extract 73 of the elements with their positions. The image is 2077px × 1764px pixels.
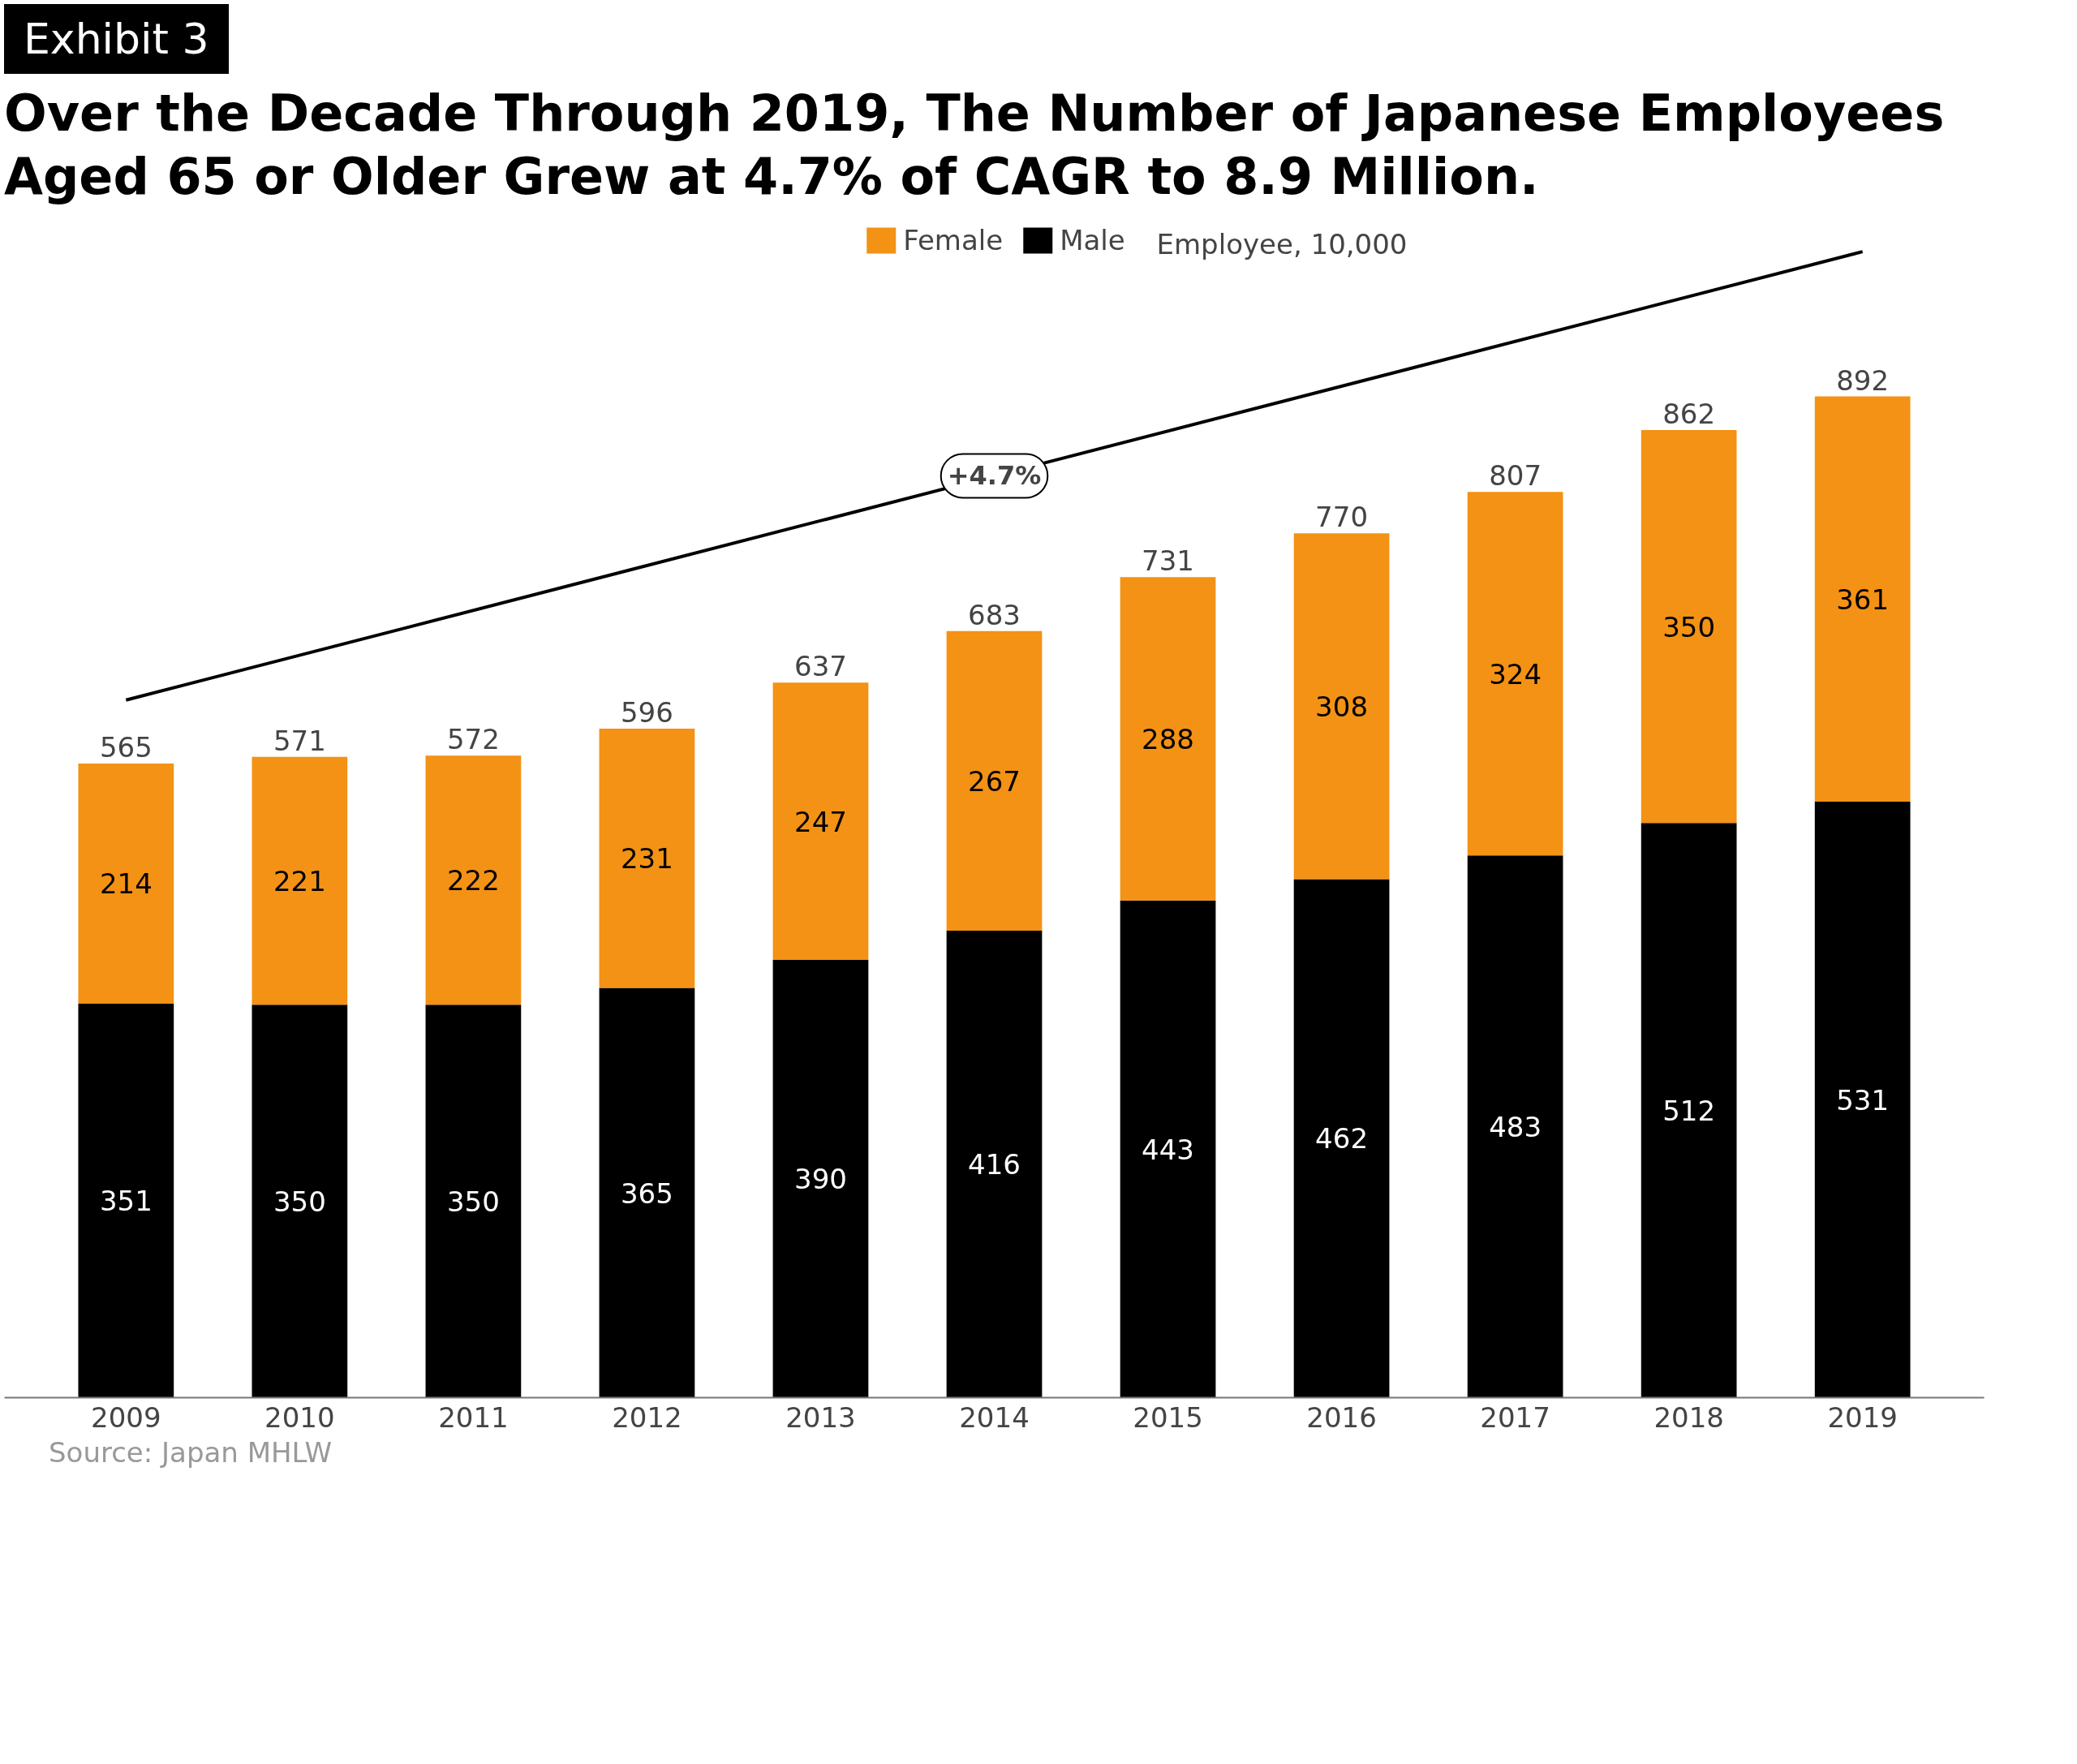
data-label: 324 [1489, 658, 1542, 691]
data-label: 350 [446, 1185, 500, 1219]
total-label: 683 [968, 598, 1021, 631]
bar [946, 931, 1043, 1398]
total-label: 596 [620, 696, 673, 729]
bar [425, 1005, 522, 1398]
source-note: Source: Japan MHLW [49, 1435, 333, 1471]
data-label: 222 [446, 864, 500, 897]
x-tick-label: 2012 [612, 1400, 682, 1434]
total-label: 892 [1836, 364, 1890, 397]
x-tick-label: 2018 [1653, 1400, 1724, 1434]
bar [78, 1004, 174, 1398]
bar [772, 960, 869, 1398]
bar [599, 729, 695, 988]
data-label: 483 [1489, 1111, 1542, 1144]
data-label: 512 [1662, 1095, 1716, 1128]
data-label: 214 [99, 867, 153, 901]
data-label: 267 [968, 765, 1021, 798]
bar [1293, 879, 1390, 1398]
bar [1120, 900, 1216, 1398]
x-tick-label: 2015 [1133, 1400, 1203, 1434]
data-label: 221 [273, 865, 326, 898]
data-label: 390 [794, 1163, 847, 1196]
bar [946, 630, 1043, 931]
bar [772, 682, 869, 961]
bar [1814, 802, 1911, 1398]
total-label: 571 [273, 724, 326, 757]
legend-label: Male [1060, 224, 1125, 257]
bar [599, 987, 695, 1398]
data-label: 351 [99, 1185, 153, 1218]
text: Exhibit 3 [24, 14, 209, 65]
data-label: 462 [1315, 1122, 1369, 1155]
total-label: 770 [1315, 501, 1369, 534]
bar [1814, 396, 1911, 802]
bar [1641, 823, 1737, 1398]
total-label: 572 [446, 723, 500, 756]
data-label: 443 [1142, 1133, 1194, 1166]
bar [1293, 533, 1390, 880]
total-label: 862 [1662, 398, 1716, 431]
bar [1467, 492, 1563, 856]
bar [1120, 577, 1216, 901]
total-label: 807 [1489, 459, 1542, 493]
total-label: 565 [99, 731, 153, 764]
data-label: 365 [620, 1177, 673, 1210]
data-label: 350 [273, 1185, 326, 1219]
bar [1641, 430, 1737, 824]
data-label: 350 [1662, 610, 1716, 643]
data-label: 247 [794, 805, 847, 838]
data-label: 231 [620, 842, 673, 876]
bar [1467, 855, 1563, 1398]
x-tick-label: 2016 [1306, 1400, 1377, 1434]
text: Employee, 10,000 [1156, 227, 1408, 260]
bar [252, 756, 348, 1005]
legend-label: Female [903, 224, 1004, 257]
x-tick-label: 2010 [264, 1400, 335, 1434]
x-tick-label: 2011 [438, 1400, 509, 1434]
chart-title: Over the Decade Through 2019, The Number of Japanese Employees Aged 65 or Older Grew at 4.7% of CAGR to 8.9 Million. [4, 83, 1946, 208]
bar [252, 1005, 348, 1398]
x-tick-label: 2019 [1827, 1400, 1898, 1434]
x-tick-label: 2009 [91, 1400, 161, 1434]
data-label: 361 [1836, 583, 1890, 617]
x-tick-label: 2014 [959, 1400, 1030, 1434]
total-label: 637 [794, 650, 847, 683]
data-label: 288 [1142, 723, 1194, 756]
total-label: 731 [1142, 544, 1194, 578]
bar [425, 755, 522, 1005]
bar [78, 764, 174, 1005]
x-tick-label: 2017 [1480, 1400, 1550, 1434]
annotation: +4.7% [947, 460, 1042, 492]
data-label: 416 [968, 1148, 1021, 1181]
x-tick-label: 2013 [785, 1400, 856, 1434]
data-label: 308 [1315, 691, 1369, 724]
data-label: 531 [1836, 1084, 1890, 1117]
